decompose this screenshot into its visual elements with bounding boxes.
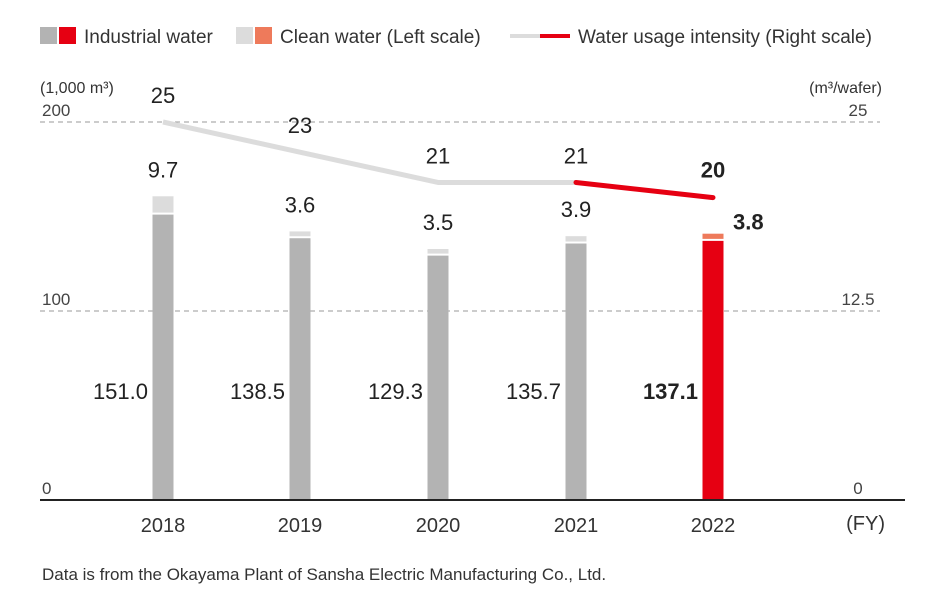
bar-clean-2022 bbox=[702, 233, 724, 239]
industrial-value-label: 151.0 bbox=[93, 379, 148, 404]
x-axis-unit: (FY) bbox=[846, 513, 885, 535]
legend-clean-label: Clean water (Left scale) bbox=[280, 27, 481, 48]
bar-clean-2018 bbox=[152, 196, 174, 213]
intensity-value-label: 21 bbox=[426, 143, 450, 168]
gridlines: 0 0 100 12.5 200 25 bbox=[40, 101, 880, 498]
industrial-value-label: 138.5 bbox=[230, 379, 285, 404]
clean-value-label: 9.7 bbox=[148, 157, 179, 182]
x-tick-label: 2020 bbox=[416, 515, 461, 537]
right-tick-label: 12.5 bbox=[841, 290, 874, 309]
intensity-value-label: 21 bbox=[564, 143, 588, 168]
clean-value-label: 3.9 bbox=[561, 197, 592, 222]
legend-industrial-red-swatch bbox=[59, 27, 76, 44]
bar-clean-2019 bbox=[289, 231, 311, 237]
clean-value-label: 3.5 bbox=[423, 210, 454, 235]
bar-clean-2020 bbox=[427, 249, 449, 254]
industrial-value-label: 135.7 bbox=[506, 379, 561, 404]
right-tick-label: 25 bbox=[849, 101, 868, 120]
right-axis-unit: (m³/wafer) bbox=[809, 80, 882, 97]
intensity-value-label: 23 bbox=[288, 113, 312, 138]
clean-value-label: 3.8 bbox=[733, 210, 764, 235]
intensity-line-gray bbox=[162, 119, 576, 185]
bar-industrial-2022 bbox=[702, 240, 724, 501]
footnote: Data is from the Okayama Plant of Sansha… bbox=[42, 565, 607, 584]
industrial-value-label: 137.1 bbox=[643, 379, 698, 404]
left-tick-label: 0 bbox=[42, 479, 51, 498]
industrial-value-label: 129.3 bbox=[368, 379, 423, 404]
intensity-value-label: 20 bbox=[701, 158, 725, 183]
intensity-line bbox=[162, 119, 716, 201]
left-tick-label: 200 bbox=[42, 101, 70, 120]
clean-value-label: 3.6 bbox=[285, 192, 316, 217]
data-labels: 151.0 9.7 25 138.5 3.6 23 129.3 3.5 21 135.7 3.9 21… bbox=[93, 83, 764, 404]
legend-intensity-label: Water usage intensity (Right scale) bbox=[578, 27, 872, 48]
legend-clean-gray-swatch bbox=[236, 27, 253, 44]
intensity-line-red bbox=[573, 179, 716, 201]
left-tick-label: 100 bbox=[42, 290, 70, 309]
x-tick-label: 2019 bbox=[278, 515, 323, 537]
right-tick-label: 0 bbox=[853, 479, 862, 498]
legend: Industrial water Clean water (Left scale… bbox=[40, 27, 872, 48]
bar-industrial-2019 bbox=[289, 238, 311, 501]
legend-industrial-gray-swatch bbox=[40, 27, 57, 44]
legend-clean-orange-swatch bbox=[255, 27, 272, 44]
bar-industrial-2021 bbox=[565, 243, 587, 501]
bar-industrial-2020 bbox=[427, 255, 449, 500]
x-tick-label: 2018 bbox=[141, 515, 186, 537]
x-tick-label: 2022 bbox=[691, 515, 736, 537]
left-axis-unit: (1,000 m³) bbox=[40, 80, 114, 97]
bar-industrial-2018 bbox=[152, 214, 174, 501]
intensity-value-label: 25 bbox=[151, 83, 175, 108]
legend-industrial-label: Industrial water bbox=[84, 27, 214, 48]
bar-clean-2021 bbox=[565, 236, 587, 242]
bars: 2018 2019 2020 2021 2022 bbox=[141, 196, 736, 537]
x-tick-label: 2021 bbox=[554, 515, 599, 537]
